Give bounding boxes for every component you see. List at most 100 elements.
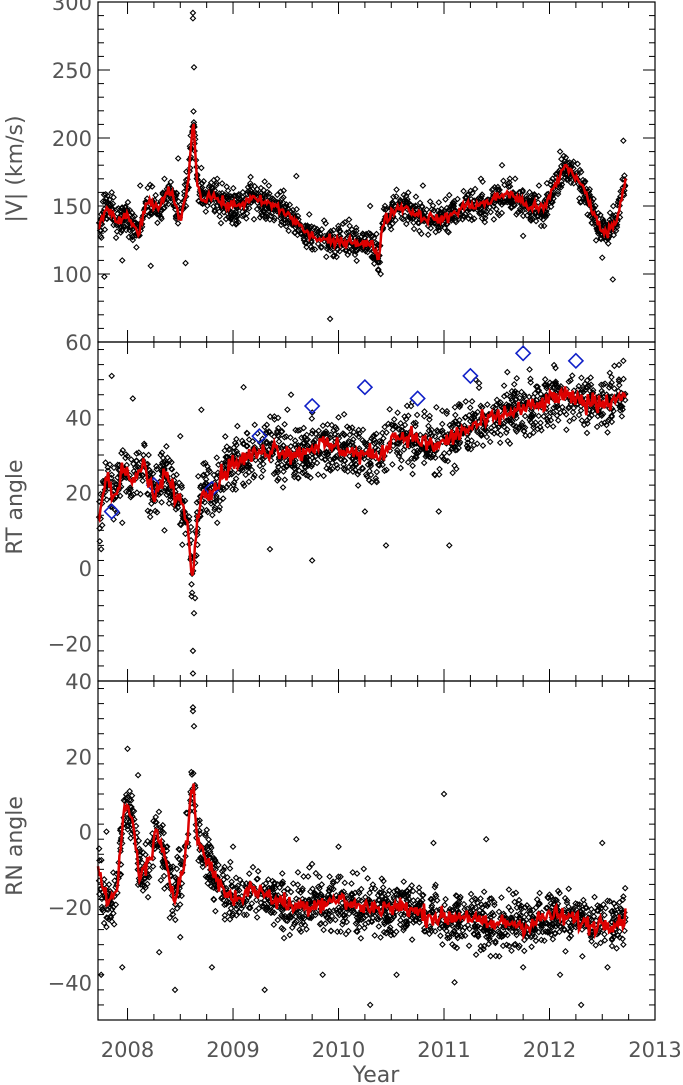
scatter-point — [105, 881, 113, 888]
scatter-point — [172, 189, 180, 197]
scatter-point — [483, 433, 491, 441]
scatter-point — [408, 882, 416, 889]
scatter-point — [387, 931, 395, 939]
scatter-point — [223, 483, 231, 491]
scatter-point — [292, 913, 300, 920]
scatter-point — [230, 448, 238, 456]
scatter-point — [489, 909, 496, 917]
scatter-point — [240, 482, 248, 490]
scatter-point — [190, 722, 198, 730]
scatter-point — [427, 895, 435, 903]
scatter-point — [448, 444, 456, 452]
scatter-point — [399, 215, 407, 223]
scatter-point — [486, 203, 494, 211]
scatter-point — [196, 821, 203, 828]
scatter-point — [615, 381, 623, 389]
scatter-point — [465, 942, 473, 950]
scatter-point — [242, 471, 250, 479]
scatter-point — [304, 442, 312, 450]
scatter-point — [291, 465, 298, 473]
scatter-point — [428, 907, 436, 915]
scatter-point — [329, 252, 337, 260]
scatter-point — [607, 382, 614, 389]
scatter-point — [487, 208, 495, 216]
scatter-point — [98, 856, 105, 864]
scatter-point — [118, 208, 126, 216]
scatter-point — [442, 895, 449, 903]
scatter-point — [174, 155, 182, 162]
scatter-point — [261, 178, 269, 185]
scatter-point — [200, 460, 207, 467]
scatter-point — [355, 916, 362, 923]
scatter-point — [426, 416, 433, 423]
scatter-point — [365, 476, 373, 484]
scatter-point — [225, 446, 233, 454]
scatter-point — [400, 878, 408, 885]
scatter-point — [219, 495, 227, 502]
scatter-point — [239, 208, 246, 216]
scatter-point — [100, 876, 108, 883]
scatter-point — [218, 895, 225, 902]
scatter-point — [460, 900, 468, 908]
scatter-point — [518, 421, 526, 429]
scatter-point — [228, 878, 235, 886]
panel-speed-red-line — [97, 123, 627, 261]
scatter-point — [620, 941, 627, 948]
scatter-point — [495, 952, 503, 960]
scatter-point — [621, 396, 629, 404]
scatter-point — [403, 220, 410, 228]
scatter-point — [326, 873, 333, 880]
scatter-point — [557, 183, 565, 191]
scatter-point — [274, 477, 281, 484]
scatter-point — [583, 904, 590, 912]
scatter-point — [598, 254, 606, 262]
scatter-point — [436, 924, 444, 932]
scatter-point — [305, 896, 312, 904]
scatter-point — [549, 935, 557, 943]
scatter-point — [533, 896, 541, 903]
scatter-point — [577, 407, 585, 414]
scatter-point — [487, 424, 495, 432]
scatter-point — [386, 912, 393, 920]
scatter-point — [529, 412, 537, 420]
scatter-point — [98, 234, 105, 242]
scatter-point — [250, 215, 258, 223]
scatter-point — [108, 918, 116, 925]
scatter-point — [240, 383, 247, 391]
scatter-point — [294, 868, 302, 876]
scatter-point — [112, 234, 120, 242]
scatter-point — [128, 803, 135, 811]
scatter-point — [566, 174, 574, 182]
scatter-point — [437, 223, 444, 231]
scatter-point — [339, 912, 347, 919]
scatter-point — [577, 389, 585, 396]
scatter-point — [353, 918, 361, 926]
scatter-point — [247, 173, 254, 181]
scatter-point — [588, 219, 596, 227]
scatter-point — [144, 893, 152, 901]
scatter-point — [461, 414, 469, 422]
scatter-point — [474, 923, 481, 930]
scatter-point — [449, 419, 457, 427]
scatter-point — [353, 870, 361, 877]
scatter-point — [506, 393, 514, 400]
scatter-point — [124, 826, 132, 833]
scatter-point — [513, 911, 520, 919]
scatter-point — [611, 362, 618, 370]
scatter-point — [408, 455, 415, 462]
scatter-point — [477, 924, 484, 932]
panel-rn-angle-frame — [97, 680, 656, 1021]
scatter-point — [504, 931, 511, 939]
scatter-point — [470, 197, 478, 204]
scatter-point — [353, 257, 361, 265]
scatter-point — [196, 817, 203, 824]
scatter-point — [526, 197, 533, 204]
scatter-point — [289, 880, 297, 887]
scatter-point — [133, 457, 140, 465]
panel-speed-ticks — [98, 1, 656, 343]
scatter-point — [139, 477, 146, 485]
scatter-point — [506, 198, 514, 206]
scatter-point — [110, 464, 118, 472]
scatter-point — [211, 504, 219, 511]
scatter-point — [413, 206, 420, 213]
